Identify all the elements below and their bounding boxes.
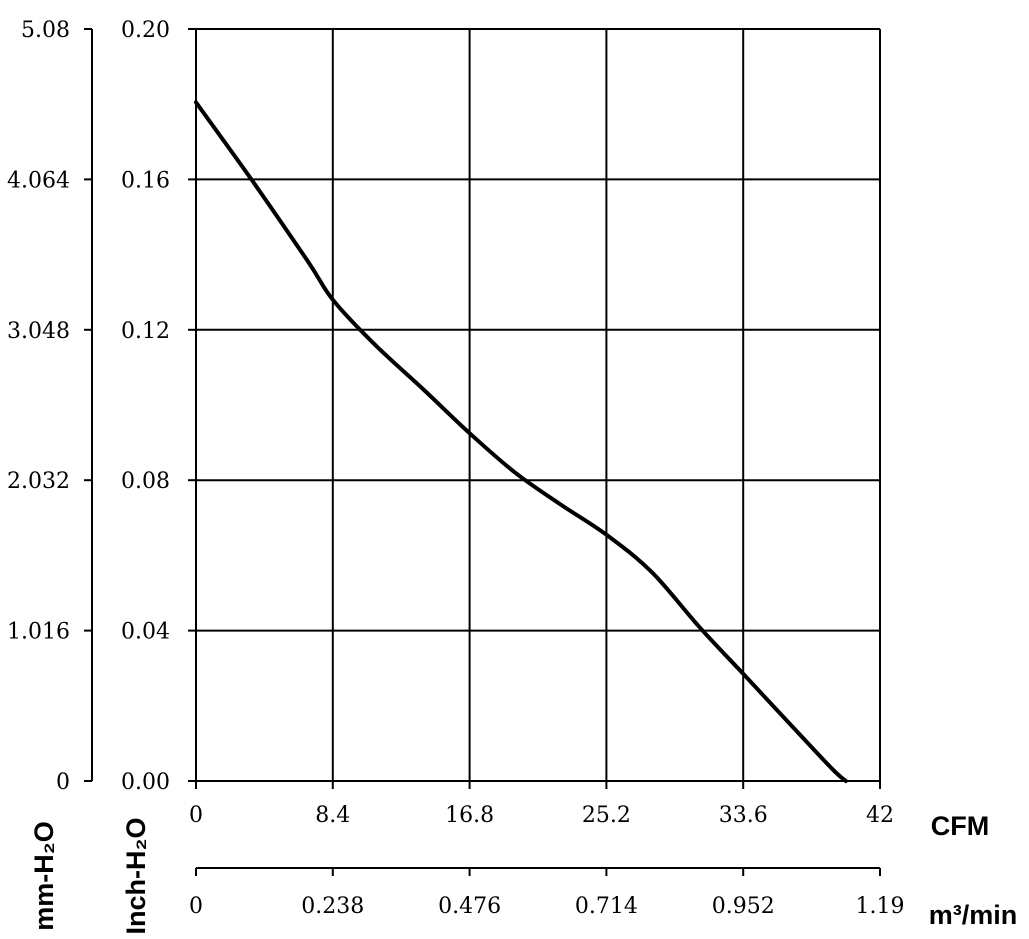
x-secondary-tick-label: 0 <box>189 894 203 919</box>
x-primary-tick-label: 42 <box>866 803 894 828</box>
y-primary-tick-label: 0.08 <box>121 469 170 494</box>
x-secondary-axis-label: m³/min <box>929 900 1018 930</box>
grid-lines <box>195 28 881 782</box>
x-secondary-tick-label: 0.238 <box>301 894 364 919</box>
y-secondary-tick-label: 1.016 <box>7 620 70 645</box>
y-secondary-tick-label: 4.064 <box>7 168 70 193</box>
tick-labels: 0 1.016 2.032 3.048 4.064 5.08 0.00 0.04 0.08 0.1… <box>7 18 904 919</box>
y-secondary-axis-label: mm-H₂O <box>29 821 59 931</box>
x-secondary-tick-label: 0.952 <box>712 894 775 919</box>
y-primary-tick-label: 0.20 <box>121 18 170 43</box>
axes <box>84 28 881 876</box>
y-secondary-tick-label: 2.032 <box>7 469 70 494</box>
series-line <box>194 100 848 783</box>
y-primary-tick-label: 0.12 <box>121 319 170 344</box>
y-primary-tick-label: 0.16 <box>121 168 170 193</box>
y-secondary-tick-label: 0 <box>56 770 70 795</box>
y-secondary-tick-label: 3.048 <box>7 319 70 344</box>
x-primary-axis-label: CFM <box>931 811 989 841</box>
x-secondary-tick-label: 0.714 <box>575 894 638 919</box>
y-secondary-tick-label: 5.08 <box>21 18 70 43</box>
x-primary-tick-label: 16.8 <box>445 803 494 828</box>
x-primary-tick-label: 33.6 <box>719 803 768 828</box>
x-secondary-tick-label: 0.476 <box>438 894 501 919</box>
y-primary-tick-label: 0.00 <box>121 770 170 795</box>
x-primary-tick-label: 8.4 <box>315 803 350 828</box>
x-secondary-tick-label: 1.19 <box>856 894 905 919</box>
y-primary-axis-label: Inch-H₂O <box>121 818 151 935</box>
x-primary-tick-label: 25.2 <box>582 803 631 828</box>
y-primary-tick-label: 0.04 <box>121 620 170 645</box>
x-primary-tick-label: 0 <box>189 803 203 828</box>
series-layer <box>194 100 848 783</box>
